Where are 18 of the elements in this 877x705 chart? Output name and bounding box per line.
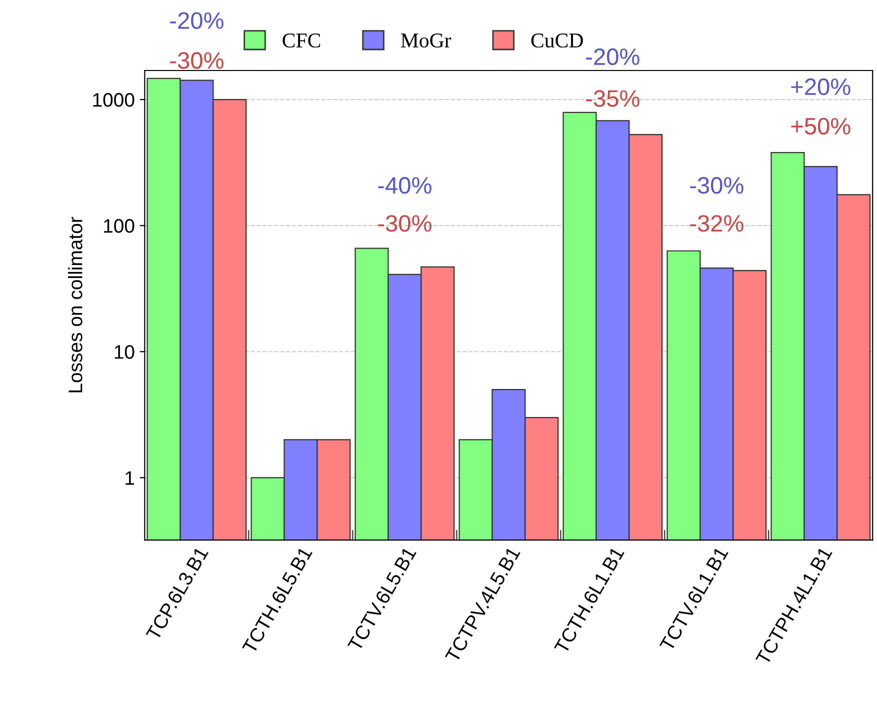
y-tick-label: 10 xyxy=(114,345,134,359)
y-tick-label: 1 xyxy=(126,471,134,485)
text: -20% xyxy=(586,48,640,66)
annotation: +20% xyxy=(791,78,850,96)
y-tick-label: 100 xyxy=(104,219,134,233)
y-axis-title: Losses on collimator xyxy=(68,216,82,392)
legend-label: CFC xyxy=(282,34,320,48)
annotation: -30% xyxy=(378,215,432,232)
annotation: +50% xyxy=(791,118,850,135)
annotation: -32% xyxy=(690,215,744,232)
annotation: -30% xyxy=(690,177,744,194)
y-tick-label: 1000 xyxy=(93,93,134,107)
text: -20% xyxy=(170,12,224,29)
legend-label: CuCD xyxy=(531,34,583,48)
annotation: -40% xyxy=(378,177,432,194)
annotation: -35% xyxy=(586,90,640,107)
legend-label: MoGr xyxy=(400,34,452,48)
text: -30% xyxy=(170,52,224,69)
